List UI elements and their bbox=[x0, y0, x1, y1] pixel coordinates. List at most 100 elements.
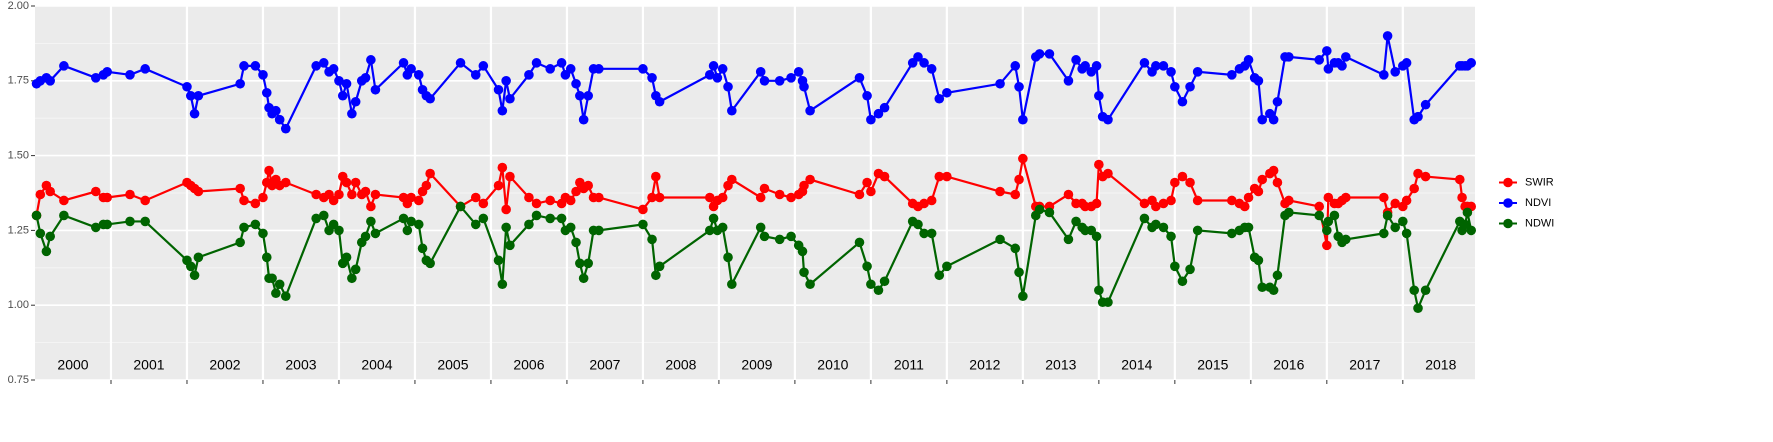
point bbox=[45, 76, 55, 86]
point bbox=[193, 252, 204, 263]
point bbox=[1462, 207, 1473, 218]
point bbox=[545, 213, 556, 224]
point bbox=[575, 90, 585, 101]
point bbox=[556, 58, 567, 68]
point bbox=[1382, 31, 1393, 41]
point bbox=[995, 78, 1005, 89]
point bbox=[1094, 285, 1104, 296]
point bbox=[1314, 55, 1325, 65]
point bbox=[334, 189, 344, 200]
point bbox=[1103, 114, 1113, 125]
point bbox=[1139, 213, 1150, 224]
point bbox=[1323, 192, 1334, 203]
point bbox=[59, 61, 69, 71]
point bbox=[350, 177, 361, 188]
point bbox=[1284, 207, 1294, 218]
point bbox=[1063, 189, 1074, 200]
point bbox=[280, 291, 291, 302]
point bbox=[1341, 234, 1351, 245]
point bbox=[235, 78, 245, 89]
point bbox=[1243, 222, 1254, 233]
point bbox=[1014, 81, 1024, 92]
point bbox=[1253, 255, 1264, 266]
point bbox=[531, 210, 542, 221]
point bbox=[717, 222, 728, 233]
point bbox=[366, 216, 376, 227]
point bbox=[1071, 55, 1081, 65]
point bbox=[524, 219, 534, 230]
point bbox=[193, 90, 204, 101]
point bbox=[583, 90, 594, 101]
point bbox=[786, 73, 796, 83]
point bbox=[413, 195, 424, 206]
point bbox=[759, 183, 770, 194]
point bbox=[102, 67, 112, 77]
point bbox=[913, 219, 923, 230]
point bbox=[1455, 174, 1465, 185]
point bbox=[501, 76, 511, 86]
point bbox=[583, 180, 594, 191]
point bbox=[854, 189, 865, 200]
point bbox=[1409, 285, 1420, 296]
point bbox=[1420, 171, 1431, 182]
point bbox=[717, 64, 728, 74]
point bbox=[318, 58, 329, 68]
point bbox=[347, 273, 357, 284]
point bbox=[90, 73, 101, 83]
year-label: 2001 bbox=[133, 357, 164, 373]
year-label: 2005 bbox=[437, 357, 468, 373]
point bbox=[1103, 297, 1113, 308]
point bbox=[1158, 61, 1169, 71]
point bbox=[1091, 231, 1102, 242]
point bbox=[1192, 225, 1203, 236]
point bbox=[1322, 225, 1332, 236]
y-tick-label: 1.25 bbox=[8, 224, 29, 236]
point bbox=[1379, 70, 1389, 80]
point bbox=[501, 222, 511, 233]
point bbox=[919, 58, 929, 68]
point bbox=[341, 252, 352, 263]
point bbox=[1151, 219, 1161, 230]
point bbox=[493, 255, 504, 266]
point bbox=[1094, 159, 1104, 170]
point bbox=[704, 192, 715, 203]
point bbox=[727, 174, 737, 185]
point bbox=[35, 189, 46, 200]
year-label: 2011 bbox=[894, 357, 924, 373]
point bbox=[250, 61, 261, 71]
point bbox=[862, 177, 872, 188]
point bbox=[1044, 49, 1055, 59]
point bbox=[531, 58, 542, 68]
point bbox=[370, 84, 381, 95]
point bbox=[786, 231, 796, 242]
point bbox=[1460, 219, 1470, 230]
point bbox=[1227, 228, 1237, 239]
point bbox=[1158, 198, 1169, 209]
point bbox=[774, 234, 785, 245]
point bbox=[926, 195, 937, 206]
point bbox=[478, 213, 489, 224]
point bbox=[1457, 192, 1467, 203]
year-label: 2015 bbox=[1197, 357, 1228, 373]
point bbox=[1401, 58, 1412, 68]
point bbox=[45, 231, 55, 242]
point bbox=[235, 237, 245, 248]
point bbox=[425, 93, 435, 104]
point bbox=[1409, 183, 1420, 194]
point bbox=[59, 195, 69, 206]
point bbox=[926, 64, 937, 74]
point bbox=[556, 213, 567, 224]
point bbox=[1151, 201, 1161, 212]
legend-marker bbox=[1503, 198, 1513, 208]
point bbox=[723, 81, 733, 92]
point bbox=[1379, 192, 1389, 203]
point bbox=[759, 231, 770, 242]
point bbox=[873, 108, 884, 119]
point bbox=[45, 186, 55, 197]
point bbox=[1268, 165, 1279, 176]
point bbox=[398, 213, 409, 224]
point bbox=[125, 70, 135, 80]
point bbox=[350, 96, 361, 107]
point bbox=[1091, 61, 1102, 71]
point bbox=[919, 198, 929, 209]
